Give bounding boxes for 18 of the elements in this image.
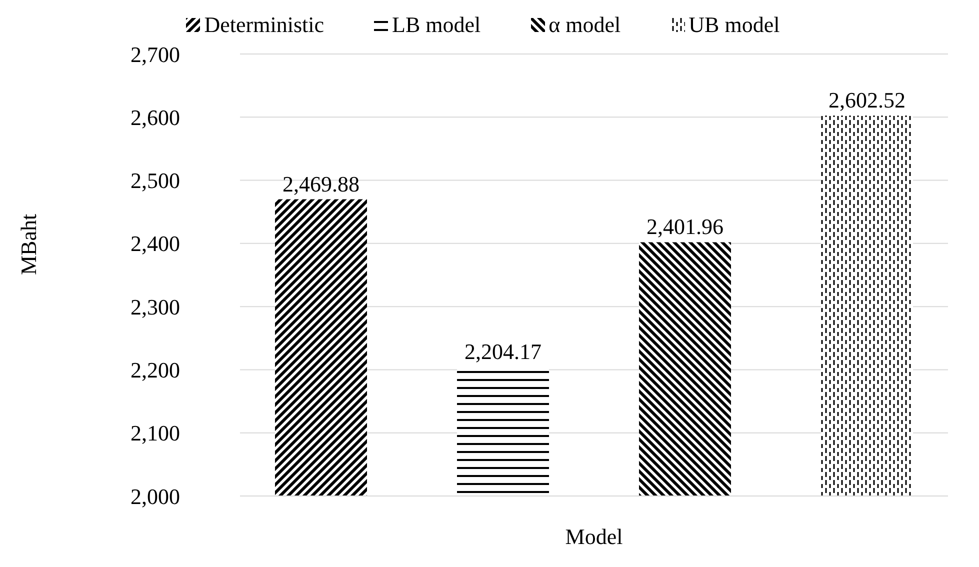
y-tick-label: 2,200 xyxy=(130,358,180,383)
y-tick-label: 2,400 xyxy=(130,231,180,256)
x-axis-title: Model xyxy=(565,524,623,549)
legend-label: α model xyxy=(548,12,621,38)
y-tick-label: 2,100 xyxy=(130,420,180,446)
data-label: 2,204.17 xyxy=(464,339,542,364)
data-label: 2,401.96 xyxy=(646,214,724,240)
y-axis-title: MBaht xyxy=(16,214,41,275)
y-tick-label: 2,300 xyxy=(130,294,180,320)
y-tick-label: 2,500 xyxy=(130,168,180,194)
data-label: 2,602.52 xyxy=(828,88,906,113)
y-tick-label: 2,600 xyxy=(130,104,180,130)
y-tick-label: 2,000 xyxy=(130,484,180,509)
data-label: 2,469.88 xyxy=(282,171,360,196)
legend-label: LB model xyxy=(392,12,481,38)
legend-label: Deterministic xyxy=(204,12,324,38)
y-tick-label: 2,700 xyxy=(130,42,180,67)
legend-label: UB model xyxy=(688,12,780,38)
